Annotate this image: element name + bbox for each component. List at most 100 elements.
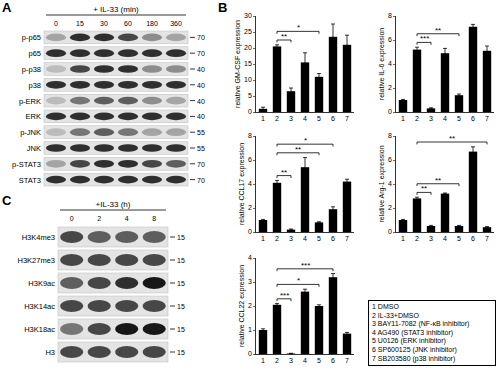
- svg-text:360: 360: [170, 20, 182, 27]
- svg-text:6: 6: [388, 36, 392, 43]
- svg-text:p38: p38: [28, 81, 41, 90]
- svg-text:6: 6: [388, 156, 392, 163]
- svg-text:H3K18ac: H3K18ac: [24, 325, 55, 334]
- svg-text:15: 15: [244, 60, 252, 67]
- svg-text:180: 180: [146, 20, 158, 27]
- svg-text:3: 3: [289, 357, 293, 364]
- svg-text:STAT3: STAT3: [19, 176, 41, 185]
- svg-text:8: 8: [388, 12, 392, 19]
- svg-text:p-STAT3: p-STAT3: [12, 160, 41, 169]
- svg-text:0: 0: [388, 108, 392, 115]
- svg-text:relative GM-CSF expression: relative GM-CSF expression: [234, 20, 242, 108]
- svg-text:3: 3: [429, 235, 433, 242]
- svg-text:***: ***: [420, 34, 429, 43]
- svg-text:6: 6: [471, 235, 475, 242]
- svg-text:1: 1: [248, 326, 252, 333]
- svg-text:6: 6: [331, 357, 335, 364]
- svg-text:15: 15: [177, 234, 185, 241]
- svg-text:relative IL-6 expression: relative IL-6 expression: [378, 28, 386, 100]
- svg-text:4: 4: [248, 254, 252, 261]
- svg-text:*: *: [297, 23, 300, 32]
- svg-text:**: **: [435, 26, 441, 35]
- svg-text:15: 15: [177, 349, 185, 356]
- svg-text:10: 10: [244, 76, 252, 83]
- svg-text:3: 3: [289, 235, 293, 242]
- svg-text:**: **: [421, 184, 427, 193]
- svg-text:55: 55: [197, 129, 205, 136]
- svg-text:8: 8: [248, 132, 252, 139]
- svg-text:5: 5: [457, 115, 461, 122]
- svg-text:p-JNK: p-JNK: [20, 128, 41, 137]
- svg-text:**: **: [281, 32, 287, 41]
- svg-text:2: 2: [275, 115, 279, 122]
- svg-text:2: 2: [275, 357, 279, 364]
- svg-text:4: 4: [125, 215, 129, 222]
- svg-text:2: 2: [248, 204, 252, 211]
- svg-text:4: 4: [443, 115, 447, 122]
- svg-text:5: 5: [317, 115, 321, 122]
- svg-text:20: 20: [244, 44, 252, 51]
- svg-text:+ IL-33 (min): + IL-33 (min): [93, 5, 139, 14]
- svg-text:4: 4: [248, 180, 252, 187]
- svg-text:15: 15: [177, 303, 185, 310]
- svg-text:40: 40: [197, 66, 205, 73]
- svg-text:15: 15: [177, 257, 185, 264]
- svg-text:**: **: [281, 168, 287, 177]
- svg-text:7: 7: [345, 115, 349, 122]
- svg-text:15: 15: [177, 326, 185, 333]
- svg-text:7: 7: [485, 235, 489, 242]
- svg-text:**: **: [295, 145, 301, 154]
- svg-text:6: 6: [331, 235, 335, 242]
- svg-text:70: 70: [197, 34, 205, 41]
- svg-text:*: *: [297, 276, 300, 285]
- svg-text:JNK: JNK: [27, 144, 41, 153]
- svg-text:2: 2: [415, 115, 419, 122]
- svg-text:+IL-33 (h): +IL-33 (h): [96, 200, 131, 209]
- svg-text:5: 5: [457, 235, 461, 242]
- svg-text:2: 2: [97, 215, 101, 222]
- svg-text:relative Arg-1 expression: relative Arg-1 expression: [378, 145, 386, 222]
- svg-text:p-p38: p-p38: [22, 65, 41, 74]
- svg-text:2: 2: [388, 84, 392, 91]
- svg-text:H3K14ac: H3K14ac: [24, 302, 55, 311]
- svg-text:2: 2: [248, 302, 252, 309]
- svg-text:0: 0: [70, 215, 74, 222]
- svg-text:H3: H3: [45, 348, 55, 357]
- svg-text:**: **: [435, 176, 441, 185]
- svg-text:*: *: [304, 136, 307, 145]
- svg-text:1: 1: [261, 235, 265, 242]
- svg-text:7: 7: [345, 235, 349, 242]
- svg-text:3: 3: [248, 278, 252, 285]
- svg-text:15: 15: [177, 280, 185, 287]
- svg-text:H3K27me3: H3K27me3: [17, 256, 55, 265]
- svg-text:40: 40: [197, 82, 205, 89]
- svg-text:70: 70: [197, 50, 205, 57]
- svg-text:ERK: ERK: [26, 112, 41, 121]
- svg-text:7: 7: [485, 115, 489, 122]
- svg-text:2: 2: [275, 235, 279, 242]
- svg-text:30: 30: [244, 12, 252, 19]
- svg-text:0: 0: [388, 228, 392, 235]
- svg-text:1: 1: [261, 357, 265, 364]
- svg-text:7: 7: [345, 357, 349, 364]
- svg-text:55: 55: [197, 145, 205, 152]
- svg-text:2: 2: [415, 235, 419, 242]
- svg-text:6: 6: [331, 115, 335, 122]
- svg-text:p-p65: p-p65: [22, 33, 41, 42]
- svg-text:6: 6: [248, 156, 252, 163]
- svg-text:70: 70: [197, 161, 205, 168]
- svg-text:***: ***: [301, 261, 310, 270]
- svg-text:6: 6: [471, 115, 475, 122]
- svg-text:1: 1: [261, 115, 265, 122]
- svg-text:4: 4: [303, 235, 307, 242]
- svg-text:0: 0: [248, 228, 252, 235]
- svg-text:relative CCL22 expression: relative CCL22 expression: [238, 265, 246, 347]
- svg-text:70: 70: [197, 177, 205, 184]
- svg-text:H3K9ac: H3K9ac: [28, 279, 55, 288]
- svg-text:1: 1: [401, 235, 405, 242]
- svg-text:15: 15: [76, 20, 84, 27]
- svg-text:5: 5: [317, 357, 321, 364]
- svg-text:40: 40: [197, 98, 205, 105]
- svg-text:60: 60: [124, 20, 132, 27]
- svg-text:30: 30: [100, 20, 108, 27]
